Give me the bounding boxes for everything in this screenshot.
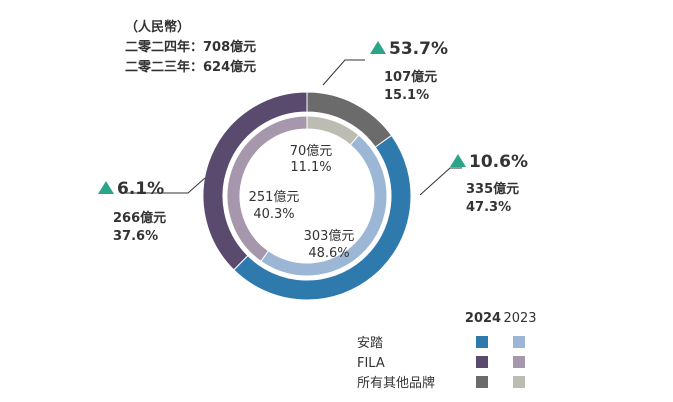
total-2023-label: 二零二三年：624億元 (125, 59, 256, 75)
legend-swatch-other-brands-2024 (476, 376, 488, 388)
value-2024-fila: 266億元 (113, 210, 166, 226)
inner-ring-2023 (226, 115, 388, 277)
growth-up-arrow-icon (450, 154, 466, 167)
outer-ring-2024 (202, 91, 412, 301)
currency-unit-label: （人民幣） (125, 19, 190, 35)
growth-up-arrow-icon (98, 181, 114, 194)
leader-line-other-brands (322, 59, 365, 86)
legend-year-2023: 2023 (503, 311, 536, 326)
share-2024-fila: 37.6% (113, 229, 158, 244)
legend-label-fila: FILA (357, 356, 385, 371)
value-2024-anta: 335億元 (466, 181, 519, 197)
legend-label-other-brands: 所有其他品牌 (357, 375, 435, 391)
legend-swatch-fila-2024 (476, 356, 488, 368)
share-2024-other-brands: 15.1% (384, 88, 429, 103)
growth-fila: 6.1% (117, 179, 164, 199)
outer-ring-2024-slice (202, 91, 308, 271)
legend-label-anta: 安踏 (357, 336, 383, 351)
value-2023-other-brands: 70億元 (290, 143, 333, 159)
legend-year-2024: 2024 (465, 311, 501, 326)
legend-swatch-anta-2023 (513, 336, 525, 348)
value-2023-anta: 303億元 (304, 228, 355, 244)
share-2023-fila: 40.3% (253, 207, 294, 222)
share-2023-other-brands: 11.1% (290, 160, 331, 175)
value-2023-fila: 251億元 (249, 189, 300, 205)
value-2024-other-brands: 107億元 (384, 69, 437, 85)
growth-other-brands: 53.7% (389, 39, 448, 59)
legend-swatch-other-brands-2023 (513, 376, 525, 388)
leader-line-anta (419, 167, 462, 196)
legend-swatch-fila-2023 (513, 356, 525, 368)
growth-anta: 10.6% (469, 152, 528, 172)
inner-ring-2023-slice (226, 115, 308, 263)
share-2024-anta: 47.3% (466, 200, 511, 215)
total-2024-label: 二零二四年：708億元 (125, 39, 256, 55)
legend-swatch-anta-2024 (476, 336, 488, 348)
share-2023-anta: 48.6% (308, 246, 349, 261)
growth-up-arrow-icon (370, 41, 386, 54)
leader-line-fila (125, 177, 206, 194)
